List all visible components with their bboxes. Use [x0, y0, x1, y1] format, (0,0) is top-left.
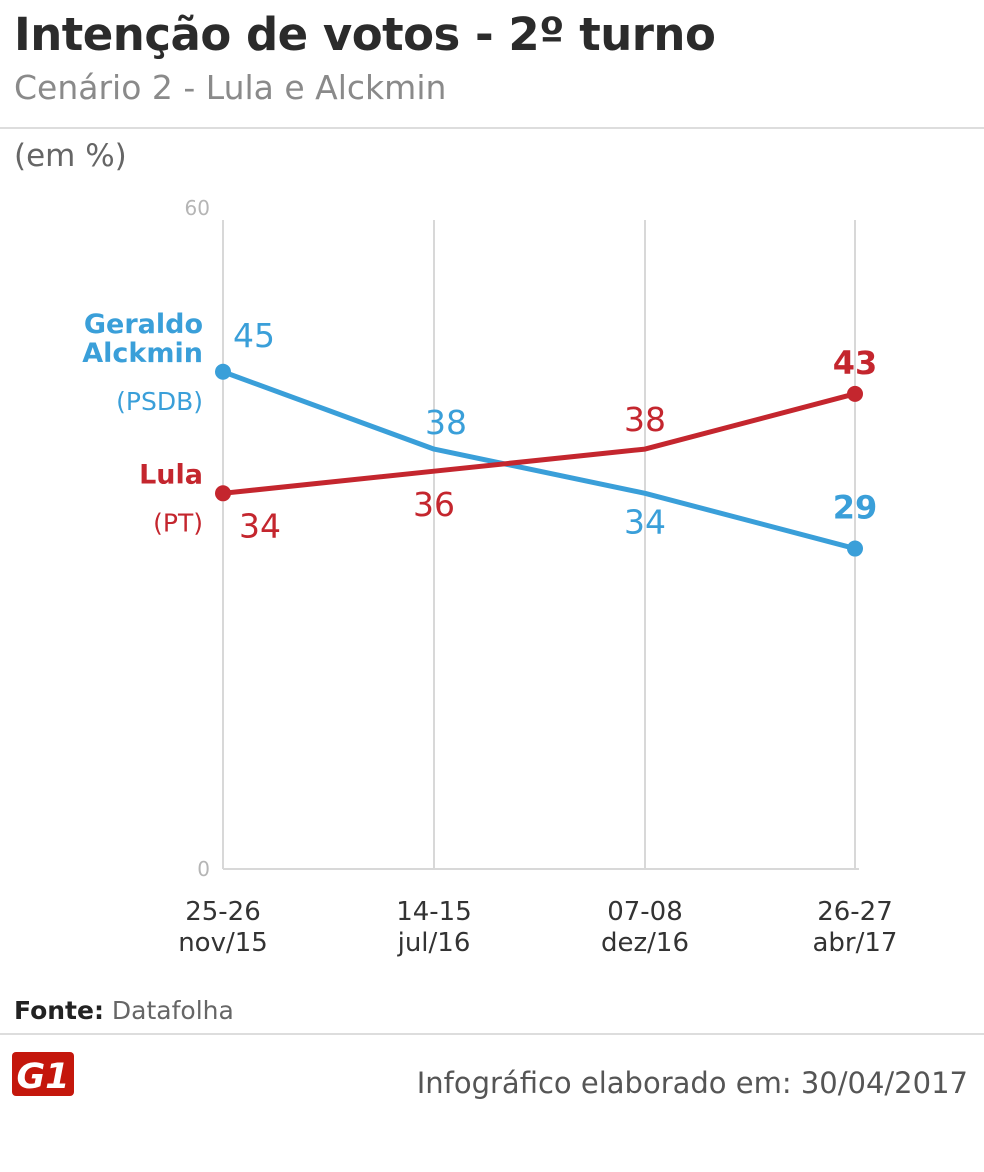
g1-logo-background: [12, 1052, 74, 1096]
series-line-1: [220, 391, 858, 496]
x-label-2-line-1: dez/16: [601, 928, 689, 958]
g1-logo-text: G1: [16, 1057, 69, 1096]
series-0-name-line-0: Geraldo: [84, 309, 203, 340]
series-0-value-label-0: 45: [233, 316, 275, 355]
x-label-0-line-0: 25-26: [185, 897, 261, 927]
credit-line: Infográfico elaborado em: 30/04/2017: [416, 1066, 968, 1100]
source-label: Fonte:: [14, 996, 104, 1025]
y-tick-min: 0: [197, 857, 210, 881]
series-0-value-label-3: 29: [833, 489, 878, 527]
series-1-value-label-0: 34: [239, 506, 281, 545]
g1-logo: G1: [12, 1052, 74, 1096]
x-label-1-line-0: 14-15: [396, 897, 472, 927]
footer-divider: [0, 1033, 984, 1035]
chart-title: Intenção de votos - 2º turno: [14, 8, 716, 61]
series-0-value-label-2: 34: [624, 502, 666, 541]
chart-subtitle: Cenário 2 - Lula e Alckmin: [14, 68, 447, 107]
unit-label: (em %): [14, 138, 127, 174]
series-1-marker-0: [215, 485, 231, 502]
series-0-value-label-1: 38: [425, 403, 467, 442]
y-tick-max: 60: [185, 196, 210, 220]
x-label-1-line-1: jul/16: [397, 928, 471, 958]
series-0-marker-0: [215, 363, 231, 380]
series-1-marker-3: [847, 385, 863, 402]
source-value: Datafolha: [111, 996, 234, 1025]
series-0-name-line-1: Alckmin: [82, 338, 203, 369]
series-1-name-line-0: Lula: [139, 459, 203, 490]
x-label-3-line-1: abr/17: [813, 928, 898, 958]
series-0-party-label: (PSDB): [116, 387, 203, 416]
x-label-2-line-0: 07-08: [607, 897, 683, 927]
series-1-value-label-3: 43: [833, 344, 878, 382]
source-line: Fonte: Datafolha: [14, 996, 234, 1025]
series-line-0: [220, 369, 858, 552]
series-1-value-label-2: 38: [624, 400, 666, 439]
series-0-marker-3: [847, 540, 863, 557]
header-divider: [0, 127, 984, 129]
series-1-party-label: (PT): [153, 508, 203, 537]
x-label-0-line-1: nov/15: [178, 928, 268, 958]
x-label-3-line-0: 26-27: [817, 897, 893, 927]
series-1-value-label-1: 36: [413, 485, 455, 524]
